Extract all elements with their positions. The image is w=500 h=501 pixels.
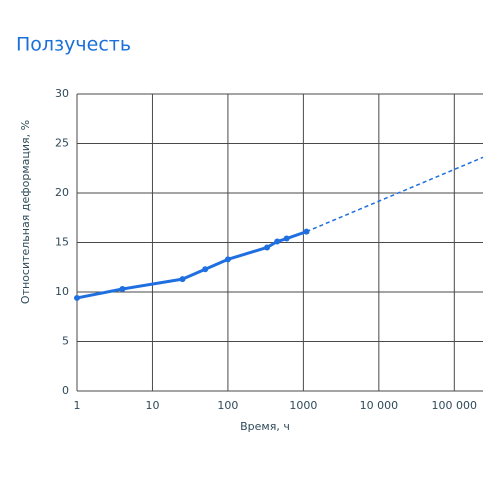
y-tick-label: 30 <box>55 87 69 100</box>
data-point <box>179 276 186 283</box>
y-tick-label: 15 <box>55 236 69 249</box>
x-tick-label: 10 <box>145 399 159 412</box>
y-axis-label: Относительная деформация, % <box>19 120 32 304</box>
x-tick-label: 1000 <box>289 399 317 412</box>
x-axis-label: Время, ч <box>240 420 290 433</box>
x-tick-label: 1 <box>74 399 81 412</box>
series-line <box>306 156 484 233</box>
y-tick-label: 5 <box>62 335 69 348</box>
data-point <box>74 294 80 301</box>
y-tick-label: 20 <box>55 186 69 199</box>
data-point <box>264 244 271 251</box>
series-line <box>76 230 308 300</box>
data-point <box>283 235 290 242</box>
x-tick-label: 10 000 <box>360 399 399 412</box>
x-tick-label: 100 <box>217 399 238 412</box>
data-point <box>274 238 281 245</box>
x-tick-label: 100 000 <box>432 399 478 412</box>
data-point <box>202 266 209 273</box>
y-tick-label: 10 <box>55 285 69 298</box>
data-point <box>119 286 126 293</box>
y-tick-label: 25 <box>55 137 69 150</box>
data-point <box>224 256 231 263</box>
chart-title: Ползучесть <box>16 34 131 56</box>
y-tick-label: 0 <box>62 384 69 397</box>
